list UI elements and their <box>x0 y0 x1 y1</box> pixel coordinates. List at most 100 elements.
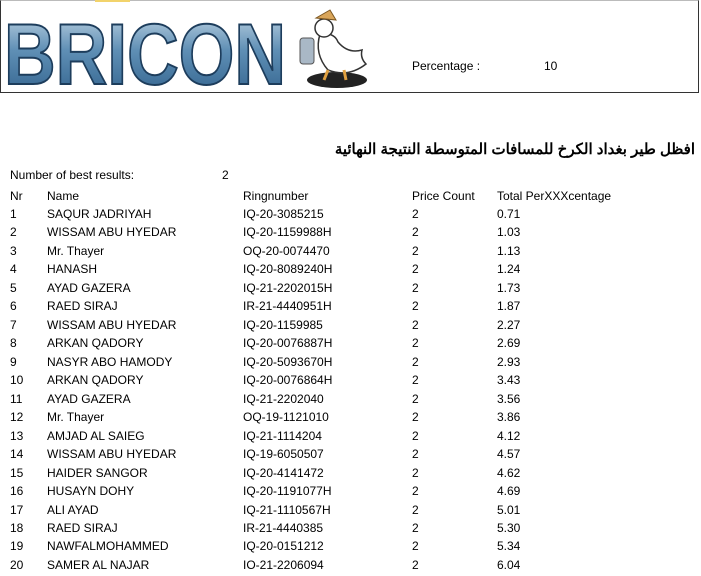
table-row: 5 AYAD GAZERA IQ-21-2202015H 2 1.73 <box>0 281 700 299</box>
cell-price-count: 2 <box>412 428 419 443</box>
cell-name: NASYR ABO HAMODY <box>47 354 173 369</box>
cell-name: AMJAD AL SAIEG <box>47 428 145 443</box>
cell-name: WISSAM ABU HYEDAR <box>47 447 177 462</box>
cell-name: Mr. Thayer <box>47 410 105 425</box>
cell-price-count: 2 <box>412 317 419 332</box>
cell-ringnumber: IQ-20-1191077H <box>243 484 332 499</box>
cell-total: 1.73 <box>497 280 521 295</box>
cell-price-count: 2 <box>412 484 419 499</box>
cell-nr: 20 <box>10 557 24 572</box>
cell-nr: 3 <box>10 243 17 258</box>
cell-name: ARKAN QADORY <box>47 373 144 388</box>
cell-total: 4.69 <box>497 484 521 499</box>
cell-total: 1.13 <box>497 243 521 258</box>
cell-nr: 11 <box>10 391 23 406</box>
cell-nr: 16 <box>10 484 24 499</box>
cell-nr: 5 <box>10 280 17 295</box>
cell-ringnumber: IQ-20-1159985 <box>243 317 323 332</box>
cell-nr: 10 <box>10 373 24 388</box>
cell-nr: 18 <box>10 520 24 535</box>
cell-total: 5.01 <box>497 502 521 517</box>
cell-total: 1.24 <box>497 262 521 277</box>
header-accent-line <box>95 0 130 2</box>
cell-ringnumber: IQ-20-1159988H <box>243 225 332 240</box>
cell-nr: 17 <box>10 502 24 517</box>
percentage-label: Percentage : <box>412 59 481 73</box>
cell-price-count: 2 <box>412 243 419 258</box>
cell-price-count: 2 <box>412 391 419 406</box>
cell-nr: 6 <box>10 299 17 314</box>
cell-price-count: 2 <box>412 336 419 351</box>
table-row: 12 Mr. Thayer OQ-19-1121010 2 3.86 <box>0 410 700 428</box>
cell-price-count: 2 <box>412 373 419 388</box>
cell-price-count: 2 <box>412 410 419 425</box>
cell-price-count: 2 <box>412 299 419 314</box>
table-row: 6 RAED SIRAJ IR-21-4440951H 2 1.87 <box>0 299 700 317</box>
table-row: 15 HAIDER SANGOR IQ-20-4141472 2 4.62 <box>0 466 700 484</box>
cell-total: 3.43 <box>497 373 521 388</box>
cell-nr: 7 <box>10 317 17 332</box>
cell-total: 2.93 <box>497 354 521 369</box>
column-header-ringnumber: Ringnumber <box>243 189 309 203</box>
cell-name: WISSAM ABU HYEDAR <box>47 225 177 240</box>
cell-ringnumber: IR-21-4440951H <box>243 299 332 314</box>
cell-price-count: 2 <box>412 539 419 554</box>
table-row: 16 HUSAYN DOHY IQ-20-1191077H 2 4.69 <box>0 484 700 502</box>
column-header-name: Name <box>47 189 80 203</box>
cell-ringnumber: IQ-21-2202040 <box>243 391 324 406</box>
cell-ringnumber: OQ-19-1121010 <box>243 410 329 425</box>
cell-name: AYAD GAZERA <box>47 391 131 406</box>
cell-nr: 14 <box>10 447 24 462</box>
cell-name: ARKAN QADORY <box>47 336 144 351</box>
cell-price-count: 2 <box>412 447 419 462</box>
cell-price-count: 2 <box>412 354 419 369</box>
cell-name: RAED SIRAJ <box>47 520 118 535</box>
svg-text:BRICON: BRICON <box>4 7 286 90</box>
cell-nr: 4 <box>10 262 17 277</box>
table-row: 4 HANASH IQ-20-8089240H 2 1.24 <box>0 262 700 280</box>
table-row: 11 AYAD GAZERA IQ-21-2202040 2 3.56 <box>0 392 700 410</box>
report-header <box>0 0 699 93</box>
cell-total: 2.69 <box>497 336 521 351</box>
cell-nr: 1 <box>10 207 17 221</box>
cell-nr: 19 <box>10 539 24 554</box>
cell-total: 3.56 <box>497 391 521 406</box>
cell-name: SAQUR JADRIYAH <box>47 207 152 221</box>
pigeon-mascot-icon <box>299 9 368 88</box>
cell-price-count: 2 <box>412 207 419 221</box>
table-row: 7 WISSAM ABU HYEDAR IQ-20-1159985 2 2.27 <box>0 318 700 336</box>
cell-price-count: 2 <box>412 557 419 572</box>
cell-ringnumber: IQ-20-8089240H <box>243 262 333 277</box>
cell-total: 1.03 <box>497 225 521 240</box>
cell-name: WISSAM ABU HYEDAR <box>47 317 177 332</box>
cell-name: AYAD GAZERA <box>47 280 131 295</box>
cell-price-count: 2 <box>412 280 419 295</box>
cell-name: ALI AYAD <box>47 502 99 517</box>
cell-name: NAWFALMOHAMMED <box>47 539 169 554</box>
table-row: 10 ARKAN QADORY IQ-20-0076864H 2 3.43 <box>0 373 700 391</box>
cell-price-count: 2 <box>412 225 419 240</box>
cell-name: Mr. Thayer <box>47 243 105 258</box>
best-results-value: 2 <box>222 168 229 182</box>
column-header-price-count: Price Count <box>412 189 475 203</box>
cell-ringnumber: IQ-20-3085215 <box>243 207 324 221</box>
cell-name: HANASH <box>47 262 98 277</box>
cell-nr: 13 <box>10 428 24 443</box>
cell-name: RAED SIRAJ <box>47 299 118 314</box>
cell-ringnumber: IR-21-4440385 <box>243 520 324 535</box>
cell-ringnumber: IO-21-2206094 <box>243 557 324 572</box>
table-row: 13 AMJAD AL SAIEG IQ-21-1114204 2 4.12 <box>0 429 700 447</box>
cell-price-count: 2 <box>412 502 419 517</box>
cell-ringnumber: IQ-20-0076864H <box>243 373 333 388</box>
best-results-label: Number of best results: <box>10 168 135 182</box>
cell-ringnumber: IQ-21-1110567H <box>243 502 331 517</box>
cell-total: 2.27 <box>497 317 521 332</box>
table-row: 2 WISSAM ABU HYEDAR IQ-20-1159988H 2 1.03 <box>0 225 700 243</box>
cell-price-count: 2 <box>412 520 419 535</box>
table-row: 14 WISSAM ABU HYEDAR IQ-19-6050507 2 4.57 <box>0 447 700 465</box>
table-row: 3 Mr. Thayer OQ-20-0074470 2 1.13 <box>0 244 700 262</box>
cell-name: HAIDER SANGOR <box>47 465 148 480</box>
cell-total: 6.04 <box>497 557 521 572</box>
cell-ringnumber: IQ-20-0151212 <box>243 539 324 554</box>
cell-price-count: 2 <box>412 465 419 480</box>
